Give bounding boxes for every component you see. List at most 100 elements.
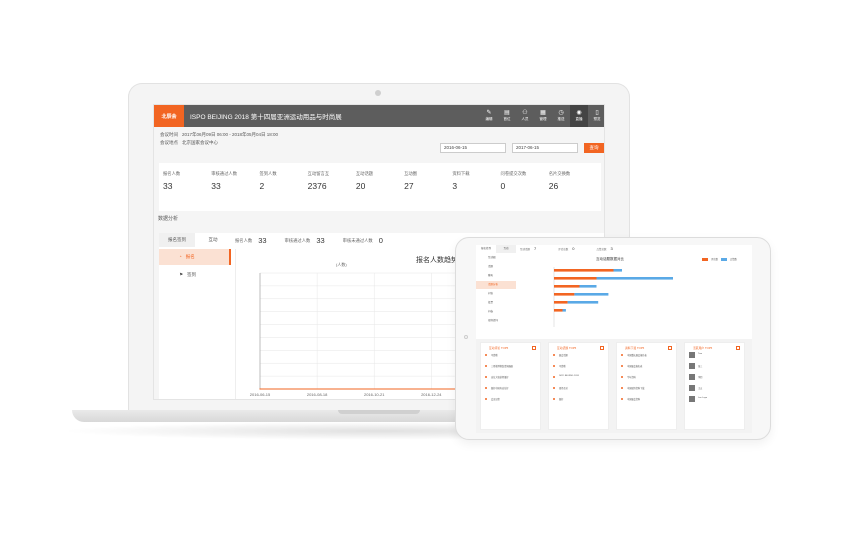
toolbar-item-clock[interactable]: ◷ 推送 bbox=[552, 105, 570, 127]
tablet-sidebar-label: 问卷 bbox=[488, 310, 494, 313]
stat-value: 20 bbox=[355, 181, 366, 191]
toolbar-item-label: 管理 bbox=[539, 117, 547, 121]
tablet-tab-registration[interactable]: 报名签到 bbox=[476, 245, 496, 253]
toolbar-item-manage[interactable]: ▦ 管理 bbox=[534, 105, 552, 127]
stat-item: 名片交换数 26 bbox=[549, 171, 597, 211]
export-icon[interactable] bbox=[600, 346, 604, 350]
bar-orange bbox=[554, 285, 580, 288]
stat-label: 互动圈 bbox=[404, 171, 417, 176]
rank-dot-icon bbox=[553, 387, 555, 389]
tablet-sidebar-item[interactable]: 问答 bbox=[476, 290, 516, 298]
tablet-sidebar-label: 现场提问 bbox=[488, 319, 499, 322]
sidebar-item-registration[interactable]: ◔ 报名 bbox=[159, 249, 231, 265]
tablet-sidebar-item[interactable]: 投票 bbox=[476, 299, 516, 307]
rank-dot-icon bbox=[553, 354, 555, 356]
card-row: Lee Lapo bbox=[685, 394, 744, 405]
summary-value: 0 bbox=[378, 236, 383, 245]
export-icon[interactable] bbox=[532, 346, 536, 350]
toolbar: ✎ 编辑 ▤ 首位 ⚇ 人员 ▦ 管理 ◷ 推送 ◉ 直播 ▯ 预览 bbox=[480, 105, 604, 127]
clock-icon: ◷ bbox=[558, 110, 564, 116]
card-row-label: ISPO BEIJING 2018 bbox=[559, 375, 579, 377]
x-tick-label: 2016-06-15 bbox=[250, 392, 271, 397]
bar-orange bbox=[554, 301, 568, 304]
card-row: 李四 bbox=[685, 372, 744, 383]
summary-value: 33 bbox=[258, 236, 267, 245]
meeting-time-value: 2017年06月09日 06:00 - 2018年05月04日 18:00 bbox=[182, 132, 279, 137]
stat-item: 互动话题 20 bbox=[356, 171, 404, 211]
stat-label: 互动留言互 bbox=[307, 171, 330, 176]
tablet-sidebar-item[interactable]: 现场提问 bbox=[476, 317, 516, 325]
legend-label: 评论数 bbox=[711, 259, 718, 261]
tablet-legend: 评论数 点赞数 bbox=[702, 257, 737, 261]
tablet-bar-chart bbox=[553, 267, 673, 327]
stat-item: 资料下载 3 bbox=[452, 171, 500, 211]
toolbar-item-people[interactable]: ⚇ 人员 bbox=[516, 105, 534, 127]
toolbar-item-phone[interactable]: ▯ 预览 bbox=[588, 105, 604, 127]
rank-dot-icon bbox=[553, 376, 555, 378]
tablet-sidebar-item[interactable]: 问卷 bbox=[476, 308, 516, 316]
tablet-sidebar-label: 话题 bbox=[488, 265, 494, 268]
summary-label: 报名人数 bbox=[235, 237, 253, 243]
tablet-sidebar-label: 聊天 bbox=[488, 274, 494, 277]
home-button-icon[interactable] bbox=[464, 335, 468, 339]
tablet-sidebar-item[interactable]: 聊天 bbox=[476, 272, 516, 280]
tablet-summary-item: 评论总数 0 bbox=[558, 246, 574, 251]
event-meta: 会议时间 2017年06月09日 06:00 - 2018年05月04日 18:0… bbox=[160, 131, 278, 147]
card-row: 中国展会资料 bbox=[617, 394, 676, 405]
card-row-label: 不错哦 bbox=[491, 355, 498, 357]
tablet-summary: 互动话题 7 评论总数 0 点赞总数 3 bbox=[520, 246, 613, 251]
card-row-label: 现场互动 bbox=[559, 388, 568, 390]
phone-icon: ▯ bbox=[595, 110, 599, 116]
manage-icon: ▦ bbox=[540, 110, 546, 116]
stat-label: 资料下载 bbox=[452, 171, 470, 176]
card-row: 这位大咖讲得很好 bbox=[481, 372, 540, 383]
chart-title: 报名人数趋势 bbox=[416, 257, 458, 264]
toolbar-item-pencil[interactable]: ✎ 编辑 bbox=[480, 105, 498, 127]
card-row-label: 这位大咖讲得很好 bbox=[491, 377, 509, 379]
toolbar-item-print[interactable]: ▤ 首位 bbox=[498, 105, 516, 127]
avatar bbox=[689, 385, 695, 391]
print-icon: ▤ bbox=[504, 110, 510, 116]
card-row-label: 会议议程 bbox=[491, 399, 500, 401]
tablet-sidebar-item[interactable]: 话题 bbox=[476, 263, 516, 271]
card-row: 很好中国有这位好 bbox=[481, 383, 540, 394]
camera-dot bbox=[375, 90, 381, 96]
date-to-input[interactable]: 2017-06-15 bbox=[512, 143, 578, 153]
brand-badge[interactable]: 北辰会 bbox=[154, 105, 184, 127]
pencil-icon: ✎ bbox=[486, 110, 492, 116]
card-row: Tom bbox=[685, 350, 744, 361]
date-from-input[interactable]: 2016-06-15 bbox=[440, 143, 506, 153]
tablet-sidebar-item[interactable]: 互动圈 bbox=[476, 254, 516, 262]
laptop-notch bbox=[338, 410, 420, 414]
card-row-label: 中国展会报名表 bbox=[627, 366, 643, 368]
stat-item: 问卷提交次数 0 bbox=[501, 171, 549, 211]
card-row-label: 王五 bbox=[698, 388, 703, 390]
stat-label: 审核通过人数 bbox=[211, 171, 237, 176]
tablet-tab-interaction[interactable]: 互动 bbox=[503, 247, 509, 250]
tab-registration[interactable]: 报名签到 bbox=[168, 237, 186, 242]
export-icon[interactable] bbox=[736, 346, 740, 350]
card-row: 会议议程 bbox=[481, 394, 540, 405]
tablet-sidebar-label: 话题分析 bbox=[488, 283, 499, 286]
export-icon[interactable] bbox=[668, 346, 672, 350]
tablet-chart-title: 互动话题数据对比 bbox=[596, 257, 624, 261]
toolbar-item-label: 编辑 bbox=[485, 117, 493, 121]
summary-label: 审核通过人数 bbox=[284, 237, 311, 243]
stat-value: 3 bbox=[452, 181, 458, 191]
bar-blue bbox=[579, 285, 597, 288]
rank-dot-icon bbox=[485, 365, 487, 367]
toolbar-item-broadcast[interactable]: ◉ 直播 bbox=[570, 105, 588, 127]
tablet-sidebar-item[interactable]: 话题分析 bbox=[476, 281, 516, 289]
query-button[interactable]: 查询 bbox=[584, 143, 604, 153]
rank-dot-icon bbox=[485, 376, 487, 378]
top5-card: 互动评论 TOP5 不错哦 三星堆博物馆青铜器展 这位大咖讲得很好 很好中国有这位好 会议… bbox=[480, 342, 541, 430]
toolbar-item-label: 预览 bbox=[593, 117, 601, 121]
card-row: 今年资料 bbox=[617, 372, 676, 383]
tab-interaction[interactable]: 互动 bbox=[195, 233, 231, 247]
bar-blue bbox=[567, 301, 599, 304]
sidebar-item-checkin[interactable]: ⚑ 签到 bbox=[159, 267, 231, 283]
card-row-label: 不错哦 bbox=[559, 366, 566, 368]
stat-value: 33 bbox=[211, 181, 221, 191]
card-row: 中国现场资料下载 bbox=[617, 383, 676, 394]
card-row-label: Tom bbox=[698, 353, 703, 355]
